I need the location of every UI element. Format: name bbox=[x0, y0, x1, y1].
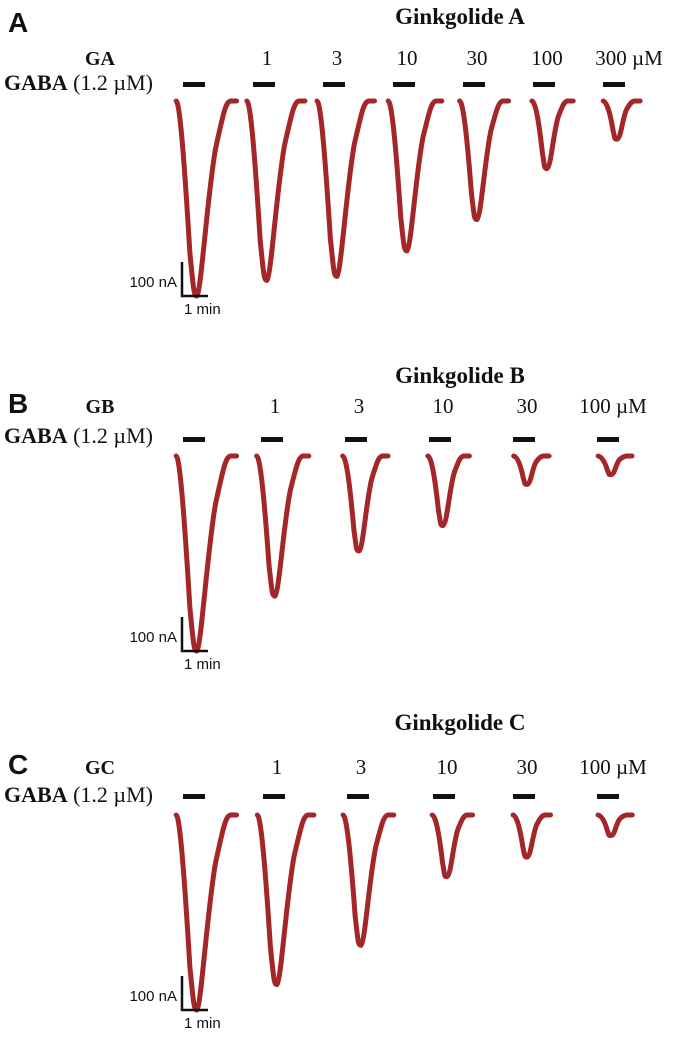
current-trace bbox=[173, 98, 240, 299]
trace-group bbox=[173, 794, 635, 1013]
concentration-label: 10 bbox=[433, 394, 454, 418]
concentration-labels: 1 3 10 30 100 µM bbox=[272, 755, 647, 779]
current-trace bbox=[173, 453, 240, 654]
trace-group bbox=[173, 82, 643, 299]
current-trace bbox=[340, 453, 391, 554]
panel-C: C Ginkgolide C GC 1 3 10 30 100 µM GABA … bbox=[0, 690, 685, 1046]
concentration-label: 30 bbox=[467, 46, 488, 70]
panel-B: B Ginkgolide B GB 1 3 10 30 100 µM GABA … bbox=[0, 345, 685, 690]
scale-bar-lines bbox=[180, 262, 208, 298]
current-trace bbox=[340, 812, 397, 948]
drug-application-bar bbox=[393, 82, 415, 87]
current-trace bbox=[314, 98, 378, 279]
drug-application-bar bbox=[463, 82, 485, 87]
drug-application-bar bbox=[263, 794, 285, 799]
current-trace bbox=[244, 98, 308, 283]
drug-application-bar bbox=[183, 82, 205, 87]
gaba-label: GABA (1.2 µM) bbox=[4, 423, 153, 448]
concentration-label: 100 µM bbox=[579, 394, 647, 418]
current-trace bbox=[595, 453, 635, 478]
panel-B-canvas: B Ginkgolide B GB 1 3 10 30 100 µM GABA … bbox=[4, 363, 647, 673]
scale-amplitude-label: 100 nA bbox=[129, 629, 177, 646]
drug-application-bar bbox=[513, 437, 535, 442]
current-trace bbox=[595, 812, 635, 839]
current-trace bbox=[385, 98, 445, 254]
drug-abbrev-label: GC bbox=[85, 757, 115, 779]
drug-application-bar bbox=[533, 82, 555, 87]
drug-application-bar bbox=[597, 794, 619, 799]
drug-application-bar bbox=[433, 794, 455, 799]
panel-title: Ginkgolide B bbox=[395, 363, 525, 388]
gaba-label: GABA (1.2 µM) bbox=[4, 782, 153, 807]
concentration-label: 100 bbox=[531, 46, 563, 70]
panel-title: Ginkgolide C bbox=[394, 710, 525, 735]
concentration-label: 10 bbox=[437, 755, 458, 779]
current-trace bbox=[457, 98, 512, 223]
scale-bar-lines bbox=[180, 617, 208, 653]
panel-title: Ginkgolide A bbox=[395, 4, 525, 29]
current-trace bbox=[529, 98, 576, 172]
current-trace bbox=[600, 98, 643, 142]
scale-time-label: 1 min bbox=[184, 1015, 221, 1032]
concentration-labels: 1 3 10 30 100 µM bbox=[270, 394, 647, 418]
current-trace bbox=[510, 812, 554, 860]
concentration-label: 300 µM bbox=[595, 46, 663, 70]
drug-application-bar bbox=[183, 437, 205, 442]
drug-application-bar bbox=[603, 82, 625, 87]
drug-application-bar bbox=[345, 437, 367, 442]
panel-letter: C bbox=[8, 749, 28, 780]
current-trace bbox=[254, 812, 317, 988]
trace-group bbox=[173, 437, 635, 654]
panel-letter: A bbox=[8, 7, 28, 38]
scale-bar: 100 nA 1 min bbox=[129, 262, 221, 318]
drug-application-bar bbox=[597, 437, 619, 442]
concentration-label: 30 bbox=[517, 755, 538, 779]
current-trace bbox=[429, 812, 476, 880]
concentration-label: 1 bbox=[270, 394, 281, 418]
drug-application-bar bbox=[183, 794, 205, 799]
concentration-label: 1 bbox=[262, 46, 273, 70]
drug-application-bar bbox=[261, 437, 283, 442]
concentration-label: 3 bbox=[354, 394, 365, 418]
concentration-label: 10 bbox=[397, 46, 418, 70]
concentration-label: 100 µM bbox=[579, 755, 647, 779]
concentration-label: 3 bbox=[332, 46, 343, 70]
scale-bar: 100 nA 1 min bbox=[129, 617, 221, 673]
scale-time-label: 1 min bbox=[184, 656, 221, 673]
drug-application-bar bbox=[513, 794, 535, 799]
panel-C-canvas: C Ginkgolide C GC 1 3 10 30 100 µM GABA … bbox=[4, 710, 647, 1032]
panel-letter: B bbox=[8, 388, 28, 419]
current-trace bbox=[173, 812, 240, 1013]
drug-application-bar bbox=[347, 794, 369, 799]
current-trace bbox=[254, 453, 312, 599]
drug-application-bar bbox=[429, 437, 451, 442]
scale-amplitude-label: 100 nA bbox=[129, 274, 177, 291]
current-trace bbox=[425, 453, 472, 529]
concentration-label: 30 bbox=[517, 394, 538, 418]
concentration-label: 1 bbox=[272, 755, 283, 779]
scale-amplitude-label: 100 nA bbox=[129, 988, 177, 1005]
scale-bar: 100 nA 1 min bbox=[129, 976, 221, 1032]
drug-abbrev-label: GB bbox=[86, 396, 115, 418]
scale-bar-lines bbox=[180, 976, 208, 1012]
drug-application-bar bbox=[323, 82, 345, 87]
panel-A-canvas: A Ginkgolide A GA 1 3 10 30 100 300 µM G… bbox=[4, 4, 663, 318]
concentration-label: 3 bbox=[356, 755, 367, 779]
drug-abbrev-label: GA bbox=[85, 48, 116, 70]
scale-time-label: 1 min bbox=[184, 301, 221, 318]
panel-A: A Ginkgolide A GA 1 3 10 30 100 300 µM G… bbox=[0, 0, 685, 345]
concentration-labels: 1 3 10 30 100 300 µM bbox=[262, 46, 663, 70]
gaba-label: GABA (1.2 µM) bbox=[4, 70, 153, 95]
drug-application-bar bbox=[253, 82, 275, 87]
current-trace bbox=[511, 453, 552, 487]
